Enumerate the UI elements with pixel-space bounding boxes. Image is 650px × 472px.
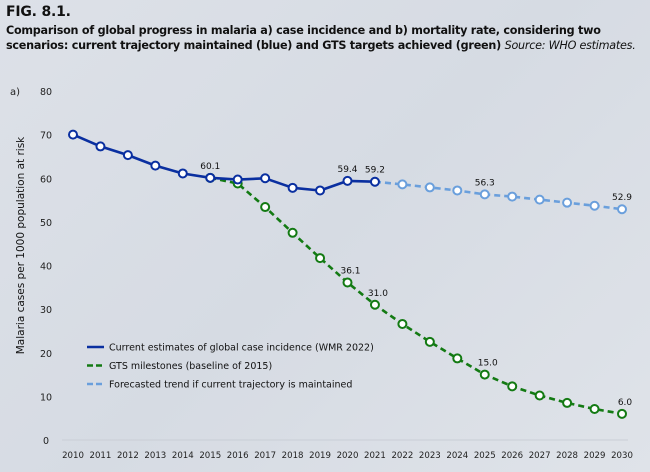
y-tick-label: 60 [40,174,52,185]
data-point-gts [479,369,490,380]
series-line-gts [210,176,623,416]
y-axis-label: Malaria cases per 1000 population at ris… [15,136,27,354]
x-tick-label: 2017 [254,451,276,461]
y-tick-label: 40 [40,262,52,273]
data-point-current [287,182,298,193]
data-point-current [177,168,188,179]
data-point-forecast [617,204,627,215]
data-label: 59.2 [365,166,385,176]
y-tick-label: 10 [40,392,52,403]
x-tick-label: 2012 [117,451,139,461]
y-tick-label: 80 [40,87,52,98]
data-point-forecast [424,182,435,193]
caption-text: Comparison of global progress in malaria… [6,24,601,52]
data-point-gts [287,227,298,238]
x-tick-label: 2030 [611,451,633,461]
x-tick-label: 2018 [282,451,304,461]
data-point-current [315,185,326,196]
data-point-forecast [479,189,490,200]
data-point-gts [589,404,600,415]
data-point-gts [424,336,435,347]
data-point-forecast [589,200,600,211]
data-point-forecast [507,191,518,202]
data-point-gts [342,277,353,288]
x-tick-label: 2025 [474,451,496,461]
data-label: 59.4 [337,165,357,175]
x-tick-label: 2024 [446,451,468,461]
data-label: 56.3 [475,178,495,188]
data-point-current [68,129,78,140]
data-point-current [232,174,243,185]
caption-source: Source: WHO estimates. [504,39,636,52]
data-point-forecast [397,179,408,190]
legend-label-forecast: Forecasted trend if current trajectory i… [109,380,352,391]
legend-label-current: Current estimates of global case inciden… [109,343,374,354]
series-line-forecast [374,180,623,211]
figure-label: FIG. 8.1. [6,4,71,20]
data-point-current [122,150,133,161]
data-point-gts [562,397,573,408]
data-point-gts [397,318,408,329]
x-tick-label: 2014 [172,451,194,461]
y-tick-label: 30 [40,305,52,316]
x-tick-label: 2010 [62,451,84,461]
data-label: 15.0 [478,359,498,369]
figure-caption: Comparison of global progress in malaria… [6,23,646,53]
y-tick-label: 70 [40,131,52,142]
data-point-current [260,173,271,184]
x-tick-label: 2016 [227,451,249,461]
data-point-gts [534,390,545,401]
data-label: 31.0 [368,289,388,299]
data-point-current [205,172,216,183]
x-axis-ticks: 2010 2011 2012 2013 2014 2015 2016 2017 2018 2019… [62,451,633,461]
y-axis-ticks: 0 10 20 30 40 50 60 70 80 [40,87,52,447]
data-point-gts [315,253,326,264]
x-tick-label: 2020 [337,451,359,461]
data-point-gts [617,408,627,419]
series-layer [68,129,627,419]
x-tick-label: 2022 [391,451,413,461]
y-tick-label: 50 [40,218,52,229]
series-line-current [72,133,376,192]
data-point-forecast [452,185,463,196]
data-point-forecast [562,197,573,208]
data-point-gts [507,381,518,392]
data-point-forecast [534,194,545,205]
data-point-gts [452,353,463,364]
x-tick-label: 2028 [556,451,578,461]
y-tick-label: 0 [43,436,49,447]
legend: Current estimates of global case inciden… [87,343,374,391]
data-point-current [369,176,380,187]
data-point-gts [369,299,380,310]
x-tick-label: 2026 [501,451,523,461]
data-point-current [342,175,353,186]
data-label: 6.0 [618,398,633,408]
data-label: 36.1 [340,267,360,277]
x-tick-label: 2021 [364,451,386,461]
x-tick-label: 2011 [90,451,112,461]
panel-label: a) [10,87,20,98]
x-tick-label: 2023 [419,451,441,461]
data-label: 52.9 [612,193,632,203]
data-labels-layer: 36.1 31.0 15.0 6.0 56.3 52.9 60.1 59.4 59.2 [200,162,632,408]
x-tick-label: 2029 [584,451,606,461]
x-tick-label: 2019 [309,451,331,461]
data-point-gts [260,202,271,213]
x-tick-label: 2027 [529,451,551,461]
y-tick-label: 20 [40,349,52,360]
data-label: 60.1 [200,162,220,172]
x-tick-label: 2013 [144,451,166,461]
data-point-current [150,160,161,171]
legend-label-gts: GTS milestones (baseline of 2015) [109,361,272,372]
x-tick-label: 2015 [199,451,221,461]
data-point-current [95,141,106,152]
